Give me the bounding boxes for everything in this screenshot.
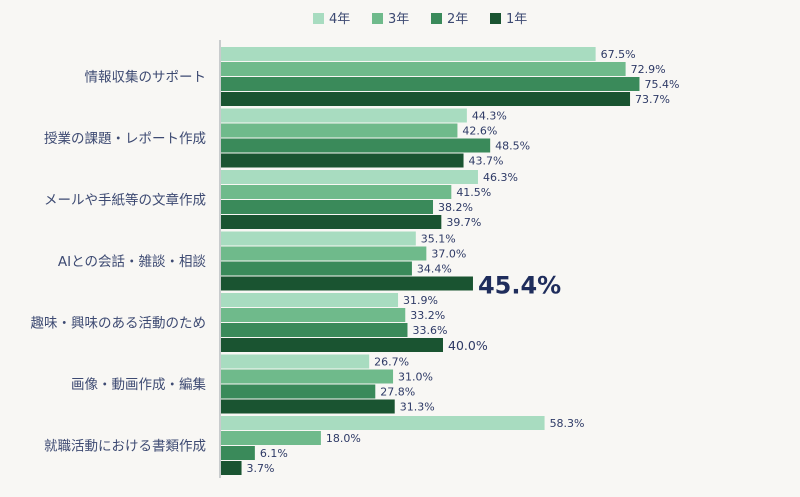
data-label: 31.0%	[398, 371, 433, 384]
bar	[221, 384, 376, 399]
bar	[221, 276, 473, 291]
bar	[221, 446, 255, 460]
data-label: 73.7%	[635, 93, 670, 106]
bar	[221, 47, 596, 61]
bar	[221, 231, 416, 246]
data-label: 46.3%	[483, 171, 518, 184]
bar	[221, 153, 464, 168]
data-label: 31.9%	[403, 294, 438, 307]
legend-label: 1年	[506, 12, 527, 27]
data-label: 43.7%	[469, 155, 504, 168]
legend-swatch	[313, 13, 324, 24]
bar	[221, 354, 370, 369]
bar	[221, 338, 443, 352]
bar	[221, 323, 408, 337]
bar	[221, 200, 434, 214]
data-label: 67.5%	[601, 48, 636, 61]
data-label: 38.2%	[438, 201, 473, 214]
bar	[221, 123, 458, 138]
bar	[221, 138, 491, 153]
category-label: メールや手紙等の文章作成	[44, 192, 206, 209]
data-label: 35.1%	[421, 233, 456, 246]
bar	[221, 369, 394, 384]
legend: 4年 3年 2年 1年	[313, 12, 527, 27]
category-label: 授業の課題・レポート作成	[44, 131, 206, 147]
bars	[221, 47, 640, 475]
data-label: 33.2%	[410, 309, 445, 322]
data-label: 3.7%	[247, 462, 275, 475]
bar	[221, 261, 412, 276]
category-label: AIとの会話・雑談・相談	[58, 253, 207, 270]
legend-label: 2年	[447, 12, 468, 27]
category-label: 就職活動における書類作成	[44, 439, 206, 455]
category-label: 情報収集のサポート	[85, 70, 207, 86]
data-label: 39.7%	[446, 216, 481, 229]
category-label: 画像・動画作成・編集	[71, 377, 206, 393]
legend-swatch	[372, 13, 383, 24]
data-label: 48.5%	[495, 140, 530, 153]
data-label: 37.0%	[431, 248, 466, 261]
data-label: 26.7%	[374, 356, 409, 369]
legend-swatch	[490, 13, 501, 24]
legend-label: 4年	[329, 12, 350, 27]
data-label: 31.3%	[400, 401, 435, 414]
value-labels: 67.5% 72.9% 75.4% 73.7% 44.3% 42.6% 48.5% 43.7%…	[247, 48, 680, 475]
data-label: 18.0%	[326, 432, 361, 445]
bar	[221, 431, 321, 445]
data-label: 34.4%	[417, 263, 452, 276]
bar	[221, 293, 399, 307]
data-label: 75.4%	[644, 78, 679, 91]
legend-label: 3年	[388, 12, 409, 27]
category-label: 趣味・興味のある活動のため	[31, 316, 207, 332]
data-label: 72.9%	[631, 63, 666, 76]
data-label: 6.1%	[260, 447, 288, 460]
bar	[221, 62, 626, 76]
data-label: 40.0%	[448, 338, 488, 353]
bar	[221, 399, 395, 414]
bar	[221, 308, 406, 322]
data-label: 33.6%	[412, 324, 447, 337]
bar	[221, 77, 640, 91]
data-label: 58.3%	[550, 417, 585, 430]
bar	[221, 416, 545, 430]
bar	[221, 215, 442, 229]
bar	[221, 461, 242, 475]
data-label: 42.6%	[462, 125, 497, 138]
data-label: 45.4%	[478, 272, 561, 300]
legend-swatch	[431, 13, 442, 24]
data-label: 27.8%	[380, 386, 415, 399]
bar	[221, 246, 427, 261]
bar	[221, 185, 452, 199]
data-label: 41.5%	[456, 186, 491, 199]
bar	[221, 108, 467, 123]
bar	[221, 92, 631, 106]
data-label: 44.3%	[472, 110, 507, 123]
bar	[221, 170, 478, 184]
